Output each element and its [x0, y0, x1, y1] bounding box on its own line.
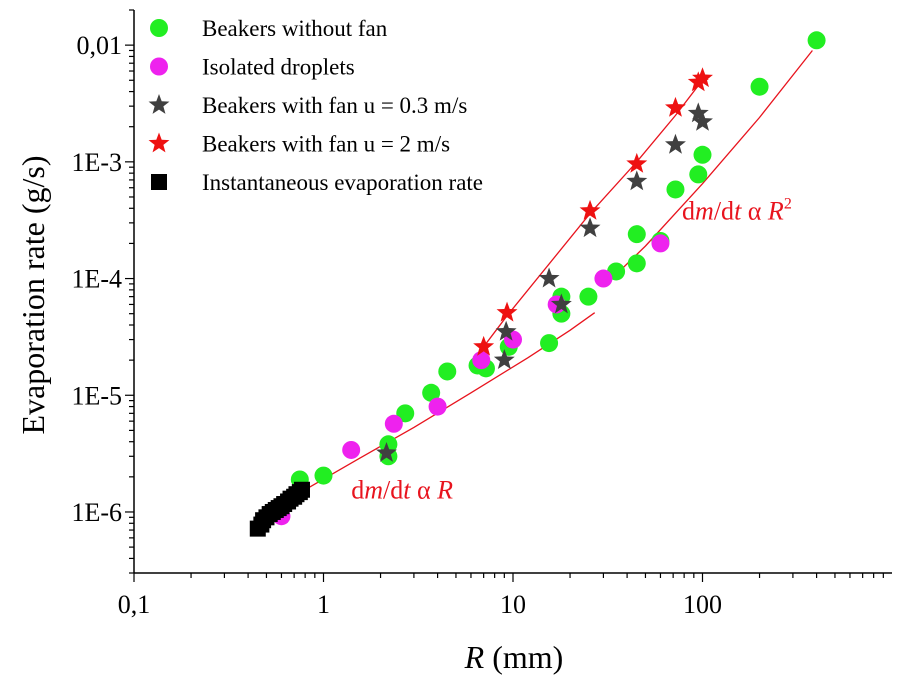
annotation-part: d: [351, 476, 364, 505]
data-point: [396, 404, 415, 423]
data-point: [438, 362, 457, 381]
data-point: [538, 267, 560, 288]
data-point: [579, 217, 601, 238]
annotation-part: m: [364, 476, 383, 505]
legend-label: Instantaneous evaporation rate: [202, 170, 483, 195]
annotation-linear-law: dm/dt α R: [351, 476, 453, 505]
annotation-part: d: [682, 197, 695, 226]
data-point: [314, 466, 333, 485]
annotation-part: /d: [383, 476, 403, 505]
legend: Beakers without fan Isolated droplets Beak…: [148, 16, 483, 195]
data-point: [693, 145, 712, 164]
data-point: [665, 133, 686, 154]
x-tick-label: 0,1: [118, 590, 151, 619]
data-point: [689, 165, 708, 184]
x-axis-title-symbol: R: [464, 639, 485, 675]
y-tick-label: 1E-4: [71, 265, 122, 294]
series-instantaneous-evaporation-rate: [249, 481, 310, 537]
data-point: [379, 435, 398, 454]
annotation-part: m: [695, 197, 714, 226]
data-point: [665, 96, 686, 117]
data-point: [687, 102, 709, 123]
y-tick-label: 1E-6: [71, 498, 122, 527]
fit-line-1: [266, 312, 596, 513]
annotation-quadratic-law: dm/dt α R2: [682, 196, 792, 226]
legend-item-beakers-with-fan-u-0-3-m-s: Beakers with fan u = 0.3 m/s: [148, 93, 467, 118]
legend-marker: [148, 132, 170, 153]
legend-marker: [150, 57, 168, 76]
x-axis-title: R (mm): [464, 639, 564, 675]
legend-marker: [150, 19, 168, 37]
y-tick-label: 0,01: [77, 31, 123, 60]
data-point: [750, 77, 769, 96]
data-point: [376, 442, 397, 462]
annotation-part: t: [734, 197, 742, 226]
legend-item-isolated-droplets: Isolated droplets: [150, 55, 355, 80]
legend-marker: [151, 174, 167, 190]
data-point: [807, 31, 826, 50]
data-point: [579, 199, 601, 220]
data-point: [651, 234, 670, 253]
data-point: [342, 440, 361, 459]
data-point: [692, 110, 713, 131]
data-point: [627, 254, 646, 273]
data-points: [249, 31, 826, 537]
legend-label: Beakers without fan: [202, 16, 388, 41]
annotation-part: 2: [784, 196, 792, 213]
y-tick-label: 1E-5: [71, 381, 122, 410]
annotation-part: α: [741, 197, 768, 226]
x-tick-label: 100: [683, 590, 722, 619]
y-axis-title: Evaporation rate (g/s): [15, 156, 51, 435]
data-point: [550, 293, 572, 314]
ticks: 0,1 1 10 100 1E-6 1E-5 1E-4 1E-3 0,01: [71, 9, 884, 619]
x-tick-label: 1: [317, 590, 330, 619]
data-point: [495, 320, 517, 341]
legend-item-beakers-with-fan-u-2-m-s: Beakers with fan u = 2 m/s: [148, 132, 450, 157]
data-point: [493, 349, 515, 370]
data-point: [666, 180, 685, 199]
x-axis-title-unit: (mm): [484, 639, 563, 675]
data-point: [384, 414, 403, 433]
data-point: [626, 170, 648, 191]
data-point: [540, 334, 559, 353]
data-point: [293, 481, 310, 498]
annotation-part: α: [410, 476, 437, 505]
data-point: [428, 397, 447, 416]
legend-item-beakers-without-fan: Beakers without fan: [150, 16, 388, 41]
data-point: [473, 335, 495, 356]
x-tick-label: 10: [500, 590, 526, 619]
series-isolated-droplets: [272, 234, 670, 526]
data-point: [496, 301, 518, 322]
data-point: [422, 383, 441, 402]
y-tick-label: 1E-3: [71, 148, 122, 177]
annotations: dm/dt α Rdm/dt α R2: [351, 196, 792, 505]
legend-label: Beakers with fan u = 0.3 m/s: [202, 93, 467, 118]
series-beakers-with-fan-u-0-3-m-s: [376, 102, 713, 462]
data-point: [692, 67, 713, 88]
data-point: [579, 287, 598, 306]
annotation-part: R: [436, 476, 453, 505]
annotation-part: R: [767, 197, 784, 226]
annotation-part: t: [403, 476, 411, 505]
legend-marker: [148, 94, 170, 114]
data-point: [627, 225, 646, 244]
legend-label: Isolated droplets: [202, 55, 355, 80]
data-point: [626, 152, 648, 173]
annotation-part: /d: [714, 197, 734, 226]
data-point: [594, 269, 613, 288]
legend-item-instantaneous-evaporation-rate: Instantaneous evaporation rate: [151, 170, 483, 195]
data-point: [472, 351, 491, 370]
legend-label: Beakers with fan u = 2 m/s: [202, 132, 450, 157]
series-beakers-with-fan-u-2-m-s: [473, 67, 713, 356]
